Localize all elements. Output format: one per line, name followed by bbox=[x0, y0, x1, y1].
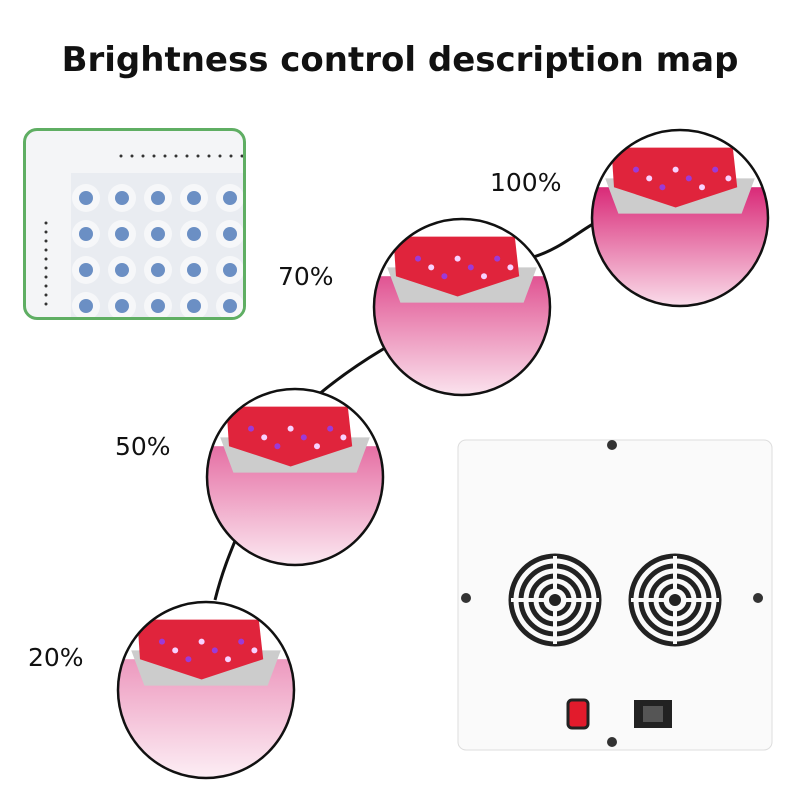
level-label-70: 70% bbox=[278, 262, 334, 291]
blue-led bbox=[115, 263, 129, 277]
power-switch[interactable] bbox=[566, 698, 590, 730]
blue-led bbox=[79, 191, 93, 205]
blue-led bbox=[151, 227, 165, 241]
blue-led bbox=[187, 299, 201, 313]
brightness-circle bbox=[372, 217, 552, 397]
led-panel bbox=[226, 406, 353, 467]
cooling-fan-grille bbox=[508, 553, 602, 647]
blue-led bbox=[223, 263, 237, 277]
blue-led bbox=[223, 299, 237, 313]
blue-led bbox=[151, 263, 165, 277]
blue-led bbox=[223, 191, 237, 205]
led-panel bbox=[393, 236, 520, 297]
blue-led bbox=[151, 299, 165, 313]
level-label-20: 20% bbox=[28, 643, 84, 672]
blue-led bbox=[187, 227, 201, 241]
lamp-back-panel bbox=[457, 439, 773, 751]
brightness-circle bbox=[116, 600, 296, 780]
blue-led-grid bbox=[44, 154, 243, 317]
blue-led bbox=[115, 299, 129, 313]
blue-led bbox=[79, 227, 93, 241]
led-panel bbox=[611, 147, 738, 208]
page-title: Brightness control description map bbox=[61, 40, 739, 80]
level-label-50: 50% bbox=[115, 432, 171, 461]
cooling-fan-grille bbox=[628, 553, 722, 647]
level-label-100: 100% bbox=[490, 168, 562, 197]
blue-led bbox=[223, 227, 237, 241]
blue-led bbox=[115, 227, 129, 241]
blue-led bbox=[79, 299, 93, 313]
blue-led bbox=[151, 191, 165, 205]
blue-led-closeup-inset bbox=[23, 128, 246, 320]
led-panel bbox=[137, 619, 264, 680]
blue-led bbox=[187, 263, 201, 277]
brightness-circle bbox=[590, 128, 770, 308]
blue-led bbox=[79, 263, 93, 277]
blue-led bbox=[115, 191, 129, 205]
blue-led bbox=[187, 191, 201, 205]
